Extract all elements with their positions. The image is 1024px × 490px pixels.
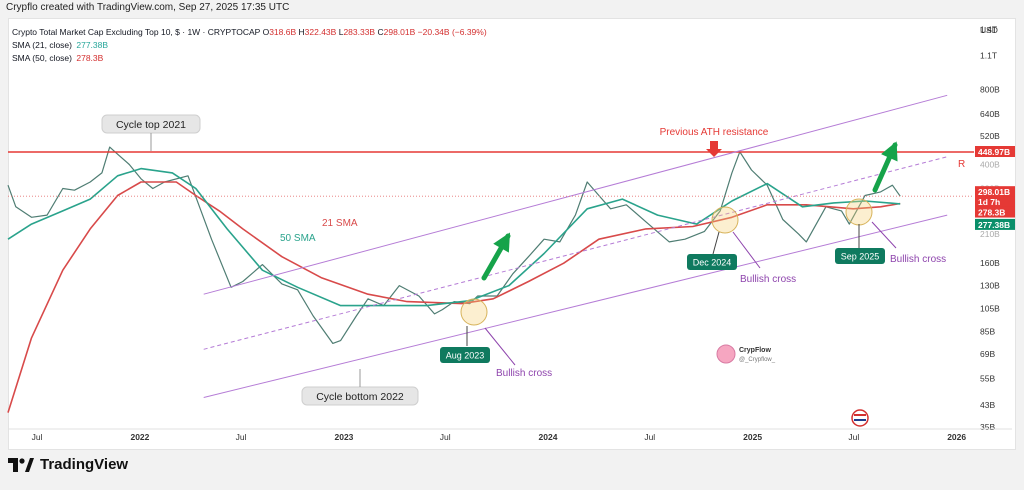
ohlc-low-value: 283.33B — [343, 27, 376, 37]
x-tick-label: 2026 — [947, 432, 966, 442]
sma50-chart-label: 50 SMA — [280, 233, 316, 244]
y-tick-label: 520B — [980, 131, 1000, 141]
tradingview-brand[interactable]: TradingView — [8, 456, 128, 473]
crypflow-name: CrypFlow — [739, 347, 771, 354]
ohlc-open-value: 318.6B — [269, 27, 297, 37]
price-tag-label: 278.3B — [978, 208, 1005, 218]
sma21-row[interactable]: SMA (21, close) 277.38B — [12, 39, 487, 52]
x-tick-label: Jul — [32, 432, 43, 442]
cycle-top-callout: Cycle top 2021 — [116, 119, 186, 131]
y-tick-label: 69B — [980, 349, 995, 359]
us-flag-stripe — [854, 419, 866, 421]
y-tick-label: 1.1T — [980, 50, 997, 60]
y-tick-label: 85B — [980, 326, 995, 336]
dec-2024-tag: Dec 2024 — [693, 258, 732, 268]
x-tick-label: Jul — [848, 432, 859, 442]
bullish-cross-pointer — [871, 221, 897, 249]
tradingview-logo-icon — [8, 457, 34, 472]
x-tick-label: 2024 — [539, 432, 558, 442]
ohlc-high-key: H — [298, 27, 305, 37]
y-tick-label: 400B — [980, 159, 1000, 169]
crypflow-avatar — [716, 344, 736, 364]
y-tick-label: 35B — [980, 422, 995, 432]
y-tick-label: 130B — [980, 281, 1000, 291]
change-value: −20.34B (−6.39%) — [417, 27, 487, 37]
bullish-cross-marker — [711, 206, 739, 234]
price-tag-label: 1d 7h — [978, 197, 1000, 207]
y-tick-label: 1.4T — [980, 24, 997, 34]
ath-resistance-label: Previous ATH resistance — [660, 127, 769, 138]
y-tick-label: 800B — [980, 85, 1000, 95]
ohlc-high-value: 322.43B — [304, 27, 337, 37]
x-tick-label: Jul — [644, 432, 655, 442]
ohlc-low-key: L — [338, 27, 344, 37]
aug-2023-tag: Aug 2023 — [446, 351, 485, 361]
series-price — [7, 146, 901, 344]
price-tag-label: 277.38B — [978, 220, 1010, 230]
sep-2025-tag: Sep 2025 — [841, 252, 880, 262]
series-21-sma — [7, 181, 901, 413]
sma50-row[interactable]: SMA (50, close) 278.3B — [12, 52, 487, 65]
brand-name: TradingView — [40, 456, 129, 473]
x-tick-label: 2023 — [335, 432, 354, 442]
price-tag — [975, 218, 1015, 230]
sep-2025-tag-box — [835, 248, 885, 264]
series-channel-lower — [203, 214, 948, 398]
ath-down-arrow — [706, 141, 722, 157]
x-tick-label: 2022 — [130, 432, 149, 442]
y-tick-label: 105B — [980, 304, 1000, 314]
symbol-name[interactable]: Crypto Total Market Cap Excluding Top 10… — [12, 27, 261, 37]
series-channel-middle — [203, 156, 948, 350]
sma21-chart-label: 21 SMA — [322, 218, 358, 229]
breakout-arrow-head — [881, 141, 898, 162]
x-tick-label: 2025 — [743, 432, 762, 442]
price-tag — [975, 196, 1015, 208]
ohlc-open-key: O — [262, 27, 270, 37]
sma21-value: 277.38B — [76, 40, 109, 50]
price-tag-label: 298.01B — [978, 187, 1010, 197]
symbol-row: Crypto Total Market Cap Excluding Top 10… — [12, 26, 487, 39]
y-tick-label: 640B — [980, 109, 1000, 119]
price-tag — [975, 186, 1015, 198]
y-tick-label: 55B — [980, 373, 995, 383]
bullish-cross-pointer — [732, 231, 761, 269]
bullish-cross-marker — [460, 298, 488, 326]
y-tick-label: 160B — [980, 258, 1000, 268]
price-tag-label: 448.97B — [978, 147, 1010, 157]
crypflow-handle: @_Crypflow_ — [739, 357, 776, 363]
resistance-r-label: R — [958, 159, 965, 170]
uptrend-arrow-head — [493, 232, 510, 253]
dec-2024-pointer — [712, 231, 720, 255]
created-by-caption: Crypflo created with TradingView.com, Se… — [6, 2, 290, 13]
ohlc-close-value: 298.01B — [383, 27, 416, 37]
bullish-cross-pointer — [484, 327, 516, 366]
bullish-cross-marker — [845, 198, 873, 226]
chart-legend: Crypto Total Market Cap Excluding Top 10… — [12, 26, 487, 65]
bullish-cross-label: Bullish cross — [740, 274, 796, 285]
x-tick-label: Jul — [440, 432, 451, 442]
bullish-cross-label: Bullish cross — [496, 368, 552, 379]
y-tick-label: 43B — [980, 400, 995, 410]
us-flag-stripe — [854, 414, 866, 416]
sma50-value: 278.3B — [76, 53, 104, 63]
series-channel-upper — [203, 94, 948, 295]
bullish-cross-label: Bullish cross — [890, 254, 946, 265]
price-tag — [975, 146, 1015, 158]
cycle-bottom-callout: Cycle bottom 2022 — [316, 391, 404, 403]
aug-2023-tag-box — [440, 347, 490, 363]
dec-2024-tag-box — [687, 254, 737, 270]
x-tick-label: Jul — [236, 432, 247, 442]
us-flag-icon — [851, 409, 869, 427]
ohlc-close-key: C — [377, 27, 384, 37]
series-50-sma — [7, 167, 901, 307]
y-tick-label: USD — [980, 25, 998, 35]
y-tick-label: 210B — [980, 229, 1000, 239]
chart-area[interactable] — [8, 18, 1016, 450]
sma50-label: SMA (50, close) — [12, 53, 72, 63]
price-tag — [975, 206, 1015, 218]
sma21-label: SMA (21, close) — [12, 40, 72, 50]
